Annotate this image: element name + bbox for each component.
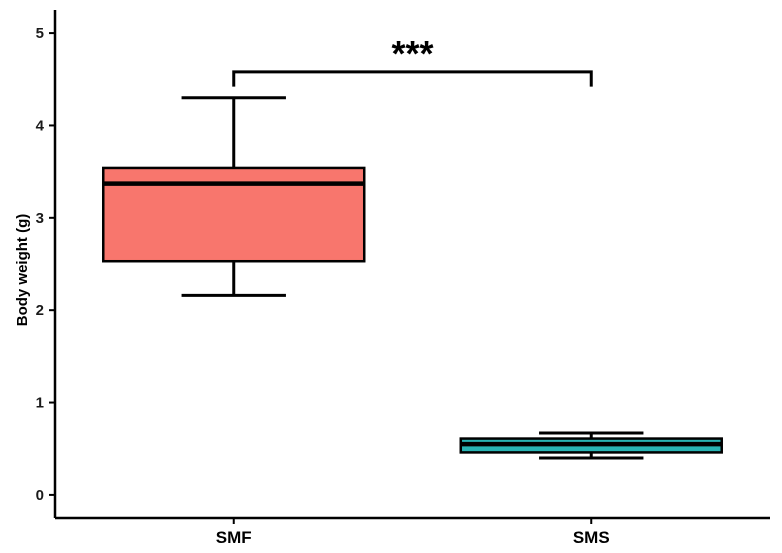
- y-tick-label: 3: [36, 210, 44, 227]
- y-tick-label: 1: [36, 395, 44, 412]
- y-tick-label: 4: [36, 117, 45, 134]
- y-tick-label: 0: [36, 487, 44, 504]
- box-smf: [102, 96, 366, 297]
- bracket-line: [232, 70, 593, 87]
- y-axis-title: Body weight (g): [14, 214, 31, 327]
- x-tick-label: SMF: [216, 528, 252, 547]
- x-tick-label: SMS: [573, 528, 610, 547]
- y-tick-label: 5: [36, 25, 44, 42]
- significance-bracket: ***: [232, 33, 593, 87]
- axes: [53, 10, 770, 520]
- significance-label: ***: [391, 33, 433, 74]
- boxes: [102, 96, 723, 460]
- y-ticks: 0 1 2 3 4 5 SMF SMS: [36, 25, 610, 547]
- box-sms: [459, 431, 723, 460]
- y-tick-label: 2: [36, 302, 44, 319]
